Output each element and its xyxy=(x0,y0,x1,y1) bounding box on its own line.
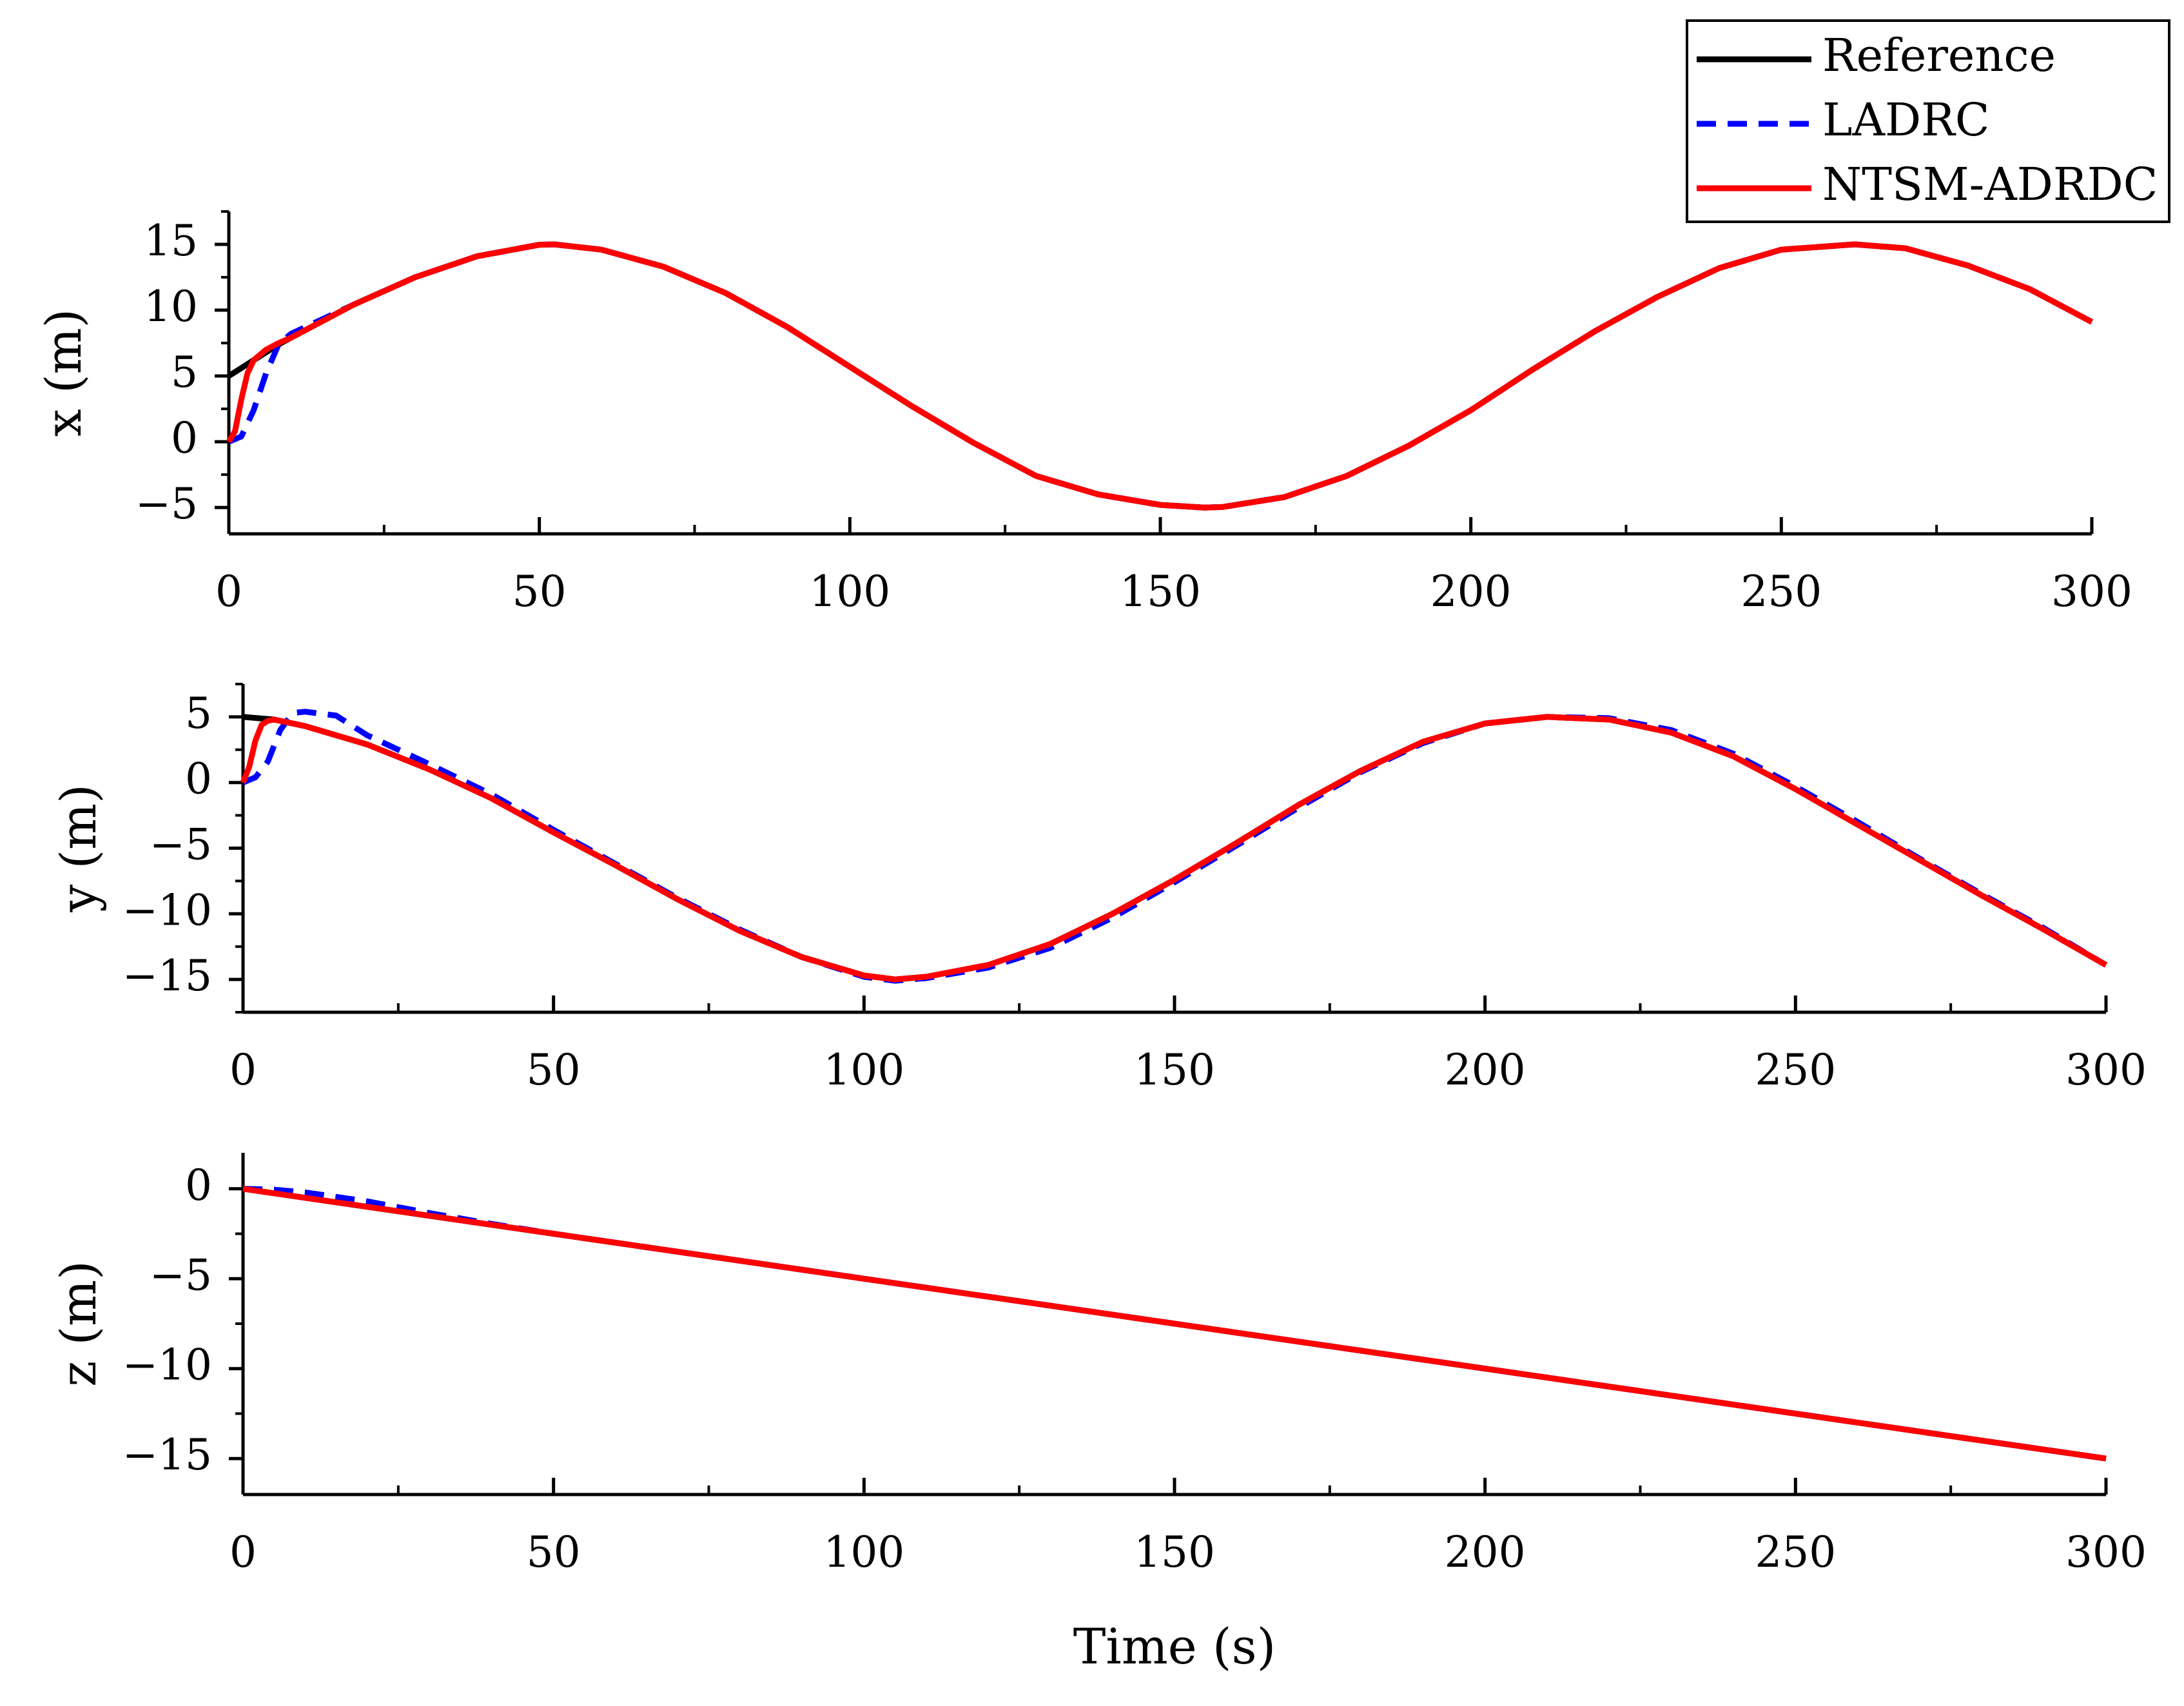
subplot-y-y-tick-label: 0 xyxy=(185,754,212,804)
subplot-x-y-tick-label: 5 xyxy=(171,348,198,397)
legend-label-ladrc: LADRC xyxy=(1822,93,1989,146)
subplot-y-series-ntsm-adrdc xyxy=(240,714,2108,983)
legend: Reference LADRC NTSM-ADRDC xyxy=(1686,19,2170,223)
subplot-z-series-ntsm-adrdc xyxy=(242,1186,2107,1462)
subplot-x-series-ntsm-adrdc xyxy=(226,241,2094,511)
subplot-x-y-tick-label: 10 xyxy=(144,282,198,331)
subplot-z-x-tick-label: 300 xyxy=(2065,1527,2147,1577)
subplot-y-y-tick-label: −5 xyxy=(150,820,212,870)
subplot-x-x-tick-label: 250 xyxy=(1740,567,1822,616)
subplot-y: y (m) 0 50 100 150 200 250 300 −15 −10 −5 0 5 xyxy=(50,683,2147,1095)
subplot-y-x-tick-label: 150 xyxy=(1134,1045,1215,1095)
subplot-z-x-axis-label: Time (s) xyxy=(1073,1618,1276,1675)
subplot-x-y-tick-label: −5 xyxy=(135,479,198,529)
subplot-y-y-tick-label: −15 xyxy=(122,951,212,1001)
subplot-z-x-tick-label: 150 xyxy=(1134,1527,1215,1577)
subplot-x-x-tick-label: 100 xyxy=(809,567,890,616)
subplot-x-y-axis-label: x (m) xyxy=(35,309,92,436)
subplot-x-y-tick-label: 0 xyxy=(171,413,198,463)
subplot-z-x-tick-label: 100 xyxy=(823,1527,904,1577)
subplot-x: x (m) 0 50 100 150 200 250 300 −5 0 5 10 15 xyxy=(35,210,2132,616)
subplot-z-x-tick-label: 0 xyxy=(229,1527,257,1577)
legend-label-reference: Reference xyxy=(1822,29,2056,82)
subplot-y-y-tick-label: −10 xyxy=(122,885,212,935)
subplot-y-x-tick-label: 100 xyxy=(823,1045,904,1095)
legend-label-ntsm-adrdc: NTSM-ADRDC xyxy=(1822,158,2158,211)
subplot-x-x-tick-label: 300 xyxy=(2051,567,2132,616)
subplot-z-y-tick-label: −15 xyxy=(122,1430,212,1480)
subplot-y-x-tick-label: 200 xyxy=(1445,1045,1526,1095)
subplot-x-x-tick-label: 150 xyxy=(1120,567,1201,616)
subplot-z-x-tick-label: 250 xyxy=(1755,1527,1836,1577)
subplot-x-x-tick-label: 50 xyxy=(512,567,567,616)
subplot-z: z (m) Time (s) 0 50 100 150 200 250 300 −15 −10 −… xyxy=(50,1153,2147,1675)
subplot-y-x-tick-label: 300 xyxy=(2065,1045,2147,1095)
subplot-z-x-tick-label: 200 xyxy=(1445,1527,1526,1577)
subplot-z-y-tick-label: −10 xyxy=(122,1340,212,1390)
subplot-z-y-tick-label: 0 xyxy=(185,1161,212,1210)
subplot-y-y-axis-label: y (m) xyxy=(50,784,107,912)
subplot-y-y-tick-label: 5 xyxy=(185,689,212,738)
subplot-y-x-tick-label: 0 xyxy=(229,1045,257,1095)
subplot-z-y-axis-label: z (m) xyxy=(50,1260,107,1387)
subplot-z-y-tick-label: −5 xyxy=(150,1250,212,1300)
subplot-x-y-tick-label: 15 xyxy=(144,216,198,266)
subplot-x-x-tick-label: 200 xyxy=(1430,567,1512,616)
subplot-x-x-tick-label: 0 xyxy=(215,567,242,616)
subplot-y-x-tick-label: 250 xyxy=(1755,1045,1836,1095)
subplot-z-x-tick-label: 50 xyxy=(527,1527,581,1577)
subplot-y-x-tick-label: 50 xyxy=(527,1045,581,1095)
